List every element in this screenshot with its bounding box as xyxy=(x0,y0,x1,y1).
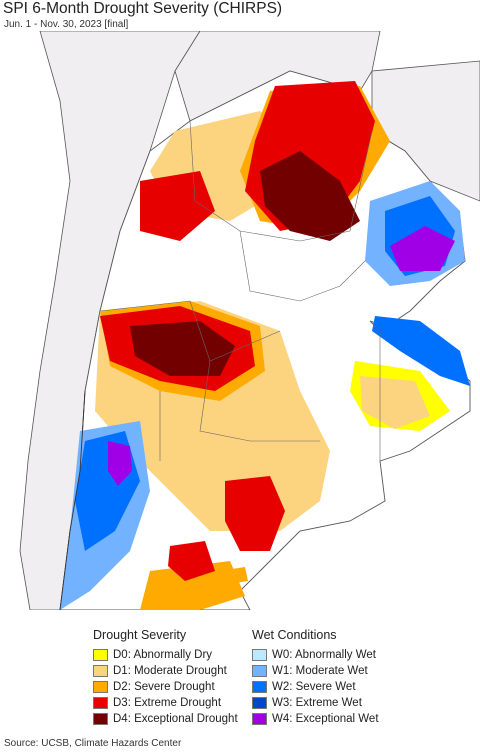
legend-swatch-w3 xyxy=(252,697,267,709)
patch-d4-central xyxy=(130,321,235,376)
patch-d4-north xyxy=(260,151,360,241)
patch-d1-east xyxy=(360,376,430,429)
legend-swatch-w4 xyxy=(252,713,267,725)
legend-label-w0: W0: Abnormally Wet xyxy=(272,649,376,661)
legend-item-w1: W1: Moderate Wet xyxy=(252,663,379,679)
legend-swatch-d4 xyxy=(93,713,108,725)
coast-outline-south xyxy=(59,390,86,610)
patch-w2-east xyxy=(372,316,470,386)
legend-swatch-d0 xyxy=(93,649,108,661)
legend-swatch-d1 xyxy=(93,665,108,677)
legend-wet-column: Wet Conditions W0: Abnormally Wet W1: Mo… xyxy=(252,628,379,727)
legend-item-d2: D2: Severe Drought xyxy=(93,679,238,695)
patch-w4-northeast xyxy=(390,226,455,271)
legend-swatch-d2 xyxy=(93,681,108,693)
legend-swatch-w1 xyxy=(252,665,267,677)
legend-swatch-d3 xyxy=(93,697,108,709)
legend-label-w4: W4: Exceptional Wet xyxy=(272,713,379,725)
patch-d3-northwest xyxy=(140,171,215,241)
legend-item-d4: D4: Exceptional Drought xyxy=(93,711,238,727)
legend-item-w3: W3: Extreme Wet xyxy=(252,695,379,711)
legend-label-d2: D2: Severe Drought xyxy=(113,681,215,693)
patch-d2-south xyxy=(140,561,245,610)
legend-label-d0: D0: Abnormally Dry xyxy=(113,649,213,661)
patch-w4-west xyxy=(108,441,132,486)
legend-label-w3: W3: Extreme Wet xyxy=(272,697,362,709)
source-credit: Source: UCSB, Climate Hazards Center xyxy=(4,738,182,749)
legend-label-w1: W1: Moderate Wet xyxy=(272,665,368,677)
legend-drought-column: Drought Severity D0: Abnormally Dry D1: … xyxy=(93,628,238,727)
patch-d3-south-tip xyxy=(168,541,215,581)
legend-swatch-w0 xyxy=(252,649,267,661)
legend-item-w2: W2: Severe Wet xyxy=(252,679,379,695)
legend-item-d3: D3: Extreme Drought xyxy=(93,695,238,711)
legend-item-d0: D0: Abnormally Dry xyxy=(93,647,238,663)
legend-label-d4: D4: Exceptional Drought xyxy=(113,713,238,725)
legend-wet-heading: Wet Conditions xyxy=(252,628,337,642)
legend-item-w0: W0: Abnormally Wet xyxy=(252,647,379,663)
map-title: SPI 6-Month Drought Severity (CHIRPS) xyxy=(3,0,283,17)
drought-map xyxy=(0,31,480,610)
legend-label-w2: W2: Severe Wet xyxy=(272,681,356,693)
legend-drought-heading: Drought Severity xyxy=(93,628,187,642)
border-lines xyxy=(99,120,381,461)
legend-label-d1: D1: Moderate Drought xyxy=(113,665,227,677)
legend: Drought Severity D0: Abnormally Dry D1: … xyxy=(0,610,480,733)
patch-d1-island xyxy=(232,567,248,583)
legend-label-d3: D3: Extreme Drought xyxy=(113,697,222,709)
legend-swatch-w2 xyxy=(252,681,267,693)
map-subtitle: Jun. 1 - Nov. 30, 2023 [final] xyxy=(4,19,129,30)
legend-item-w4: W4: Exceptional Wet xyxy=(252,711,379,727)
legend-item-d1: D1: Moderate Drought xyxy=(93,663,238,679)
map-canvas xyxy=(0,31,480,610)
patch-d3-south xyxy=(225,476,285,551)
